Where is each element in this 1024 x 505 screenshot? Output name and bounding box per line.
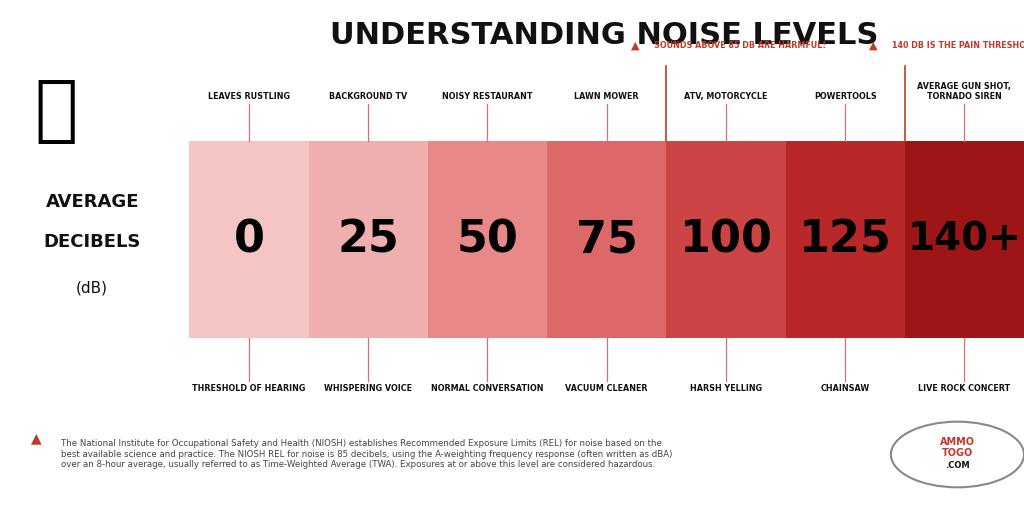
Bar (428, 141, 547, 338)
Text: 125: 125 (799, 218, 892, 262)
Bar (905, 141, 1024, 338)
Text: POWERTOOLS: POWERTOOLS (814, 92, 877, 101)
Text: TOGO: TOGO (942, 448, 973, 459)
Text: AMMO: AMMO (940, 437, 975, 447)
Text: ▲: ▲ (869, 40, 878, 50)
Text: The National Institute for Occupational Safety and Health (NIOSH) establishes Re: The National Institute for Occupational … (61, 439, 673, 469)
Text: BACKGROUND TV: BACKGROUND TV (329, 92, 408, 101)
Text: AVERAGE GUN SHOT,
TORNADO SIREN: AVERAGE GUN SHOT, TORNADO SIREN (918, 82, 1012, 101)
Text: 75: 75 (575, 218, 638, 262)
Text: 50: 50 (457, 218, 518, 262)
Text: 100: 100 (680, 218, 772, 262)
Text: WHISPERING VOICE: WHISPERING VOICE (325, 384, 413, 393)
Text: ▲: ▲ (31, 432, 41, 446)
Text: CHAINSAW: CHAINSAW (820, 384, 869, 393)
Text: HARSH YELLING: HARSH YELLING (690, 384, 762, 393)
Text: SOUNDS ABOVE 85 DB ARE HARMFUL!: SOUNDS ABOVE 85 DB ARE HARMFUL! (654, 41, 826, 51)
Text: 25: 25 (337, 218, 399, 262)
Text: NOISY RESTAURANT: NOISY RESTAURANT (442, 92, 532, 101)
Text: .COM: .COM (945, 461, 970, 470)
Text: ATV, MOTORCYCLE: ATV, MOTORCYCLE (684, 92, 768, 101)
Text: 140 DB IS THE PAIN THRESHOLD!: 140 DB IS THE PAIN THRESHOLD! (893, 41, 1024, 51)
Text: 0: 0 (233, 218, 264, 262)
Text: AVERAGE: AVERAGE (45, 193, 139, 211)
Text: LAWN MOWER: LAWN MOWER (574, 92, 639, 101)
Text: (dB): (dB) (76, 280, 109, 295)
Text: VACUUM CLEANER: VACUUM CLEANER (565, 384, 648, 393)
Text: LIVE ROCK CONCERT: LIVE ROCK CONCERT (919, 384, 1011, 393)
Text: NORMAL CONVERSATION: NORMAL CONVERSATION (431, 384, 544, 393)
Bar (785, 141, 905, 338)
Bar (189, 141, 308, 338)
Text: UNDERSTANDING NOISE LEVELS: UNDERSTANDING NOISE LEVELS (330, 21, 879, 50)
Bar (308, 141, 428, 338)
Text: 140+: 140+ (907, 221, 1021, 259)
Text: ▲: ▲ (631, 40, 639, 50)
Text: 👂: 👂 (35, 77, 78, 145)
Text: LEAVES RUSTLING: LEAVES RUSTLING (208, 92, 290, 101)
Bar (547, 141, 667, 338)
Text: DECIBELS: DECIBELS (43, 233, 141, 251)
Text: THRESHOLD OF HEARING: THRESHOLD OF HEARING (193, 384, 306, 393)
Bar (667, 141, 785, 338)
